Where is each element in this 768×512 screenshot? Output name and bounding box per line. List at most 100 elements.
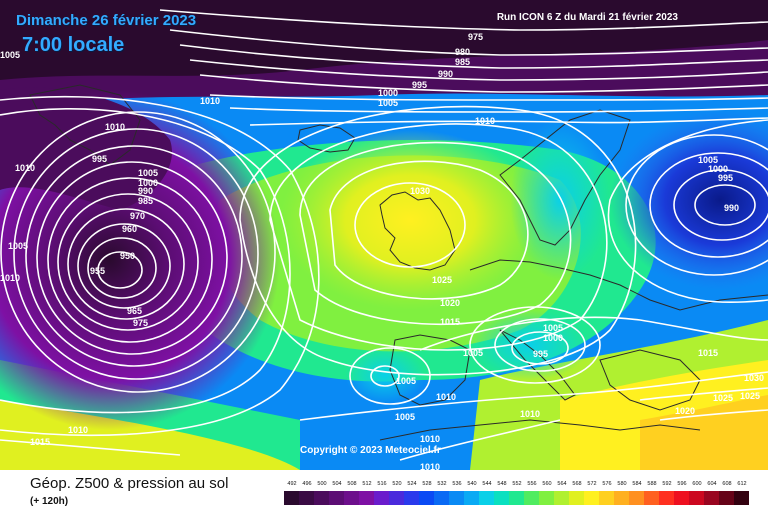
legend-tick-label: 592 xyxy=(662,481,672,487)
legend-color-swatch xyxy=(359,491,374,505)
isobar-label-1000-low: 1000 xyxy=(138,178,158,188)
field-south-east-orange xyxy=(640,395,768,470)
legend-color-swatch xyxy=(734,491,749,505)
isobar-995 xyxy=(0,111,276,393)
scandinavia-coast xyxy=(499,109,631,246)
legend-tick-label: 548 xyxy=(497,481,507,487)
isobar-label-1025-east2: 1025 xyxy=(740,391,760,401)
isobar-label-1000-east: 1000 xyxy=(708,164,728,174)
isobar-1015-southwest xyxy=(0,439,181,456)
isobar-1020-south xyxy=(639,387,768,401)
legend-color-swatch xyxy=(419,491,434,505)
legend-tick-label: 492 xyxy=(287,481,297,487)
iberia-low-area xyxy=(345,347,425,403)
legend-tick-label: 508 xyxy=(347,481,357,487)
isobar-990 xyxy=(13,128,259,380)
legend-color-swatch xyxy=(689,491,704,505)
isobar-1010-iberia xyxy=(349,347,431,405)
isobar-label-1025-east: 1025 xyxy=(713,393,733,403)
legend-color-swatch xyxy=(659,491,674,505)
legend-color-swatch xyxy=(404,491,419,505)
legend-color-swatch xyxy=(314,491,329,505)
isobar-label-955: 955 xyxy=(90,266,105,276)
isobar-995-north xyxy=(199,74,768,93)
north-europe-coast xyxy=(469,259,768,311)
isobar-label-1025: 1025 xyxy=(432,275,452,285)
isobar-label-995-north: 995 xyxy=(412,80,427,90)
isobar-995-med xyxy=(511,331,569,365)
legend-tick-label: 512 xyxy=(362,481,372,487)
isobar-1010 xyxy=(239,105,637,376)
legend-color-swatch xyxy=(434,491,449,505)
isobar-label-1010-southwest: 1010 xyxy=(68,425,88,435)
legend-tick-label: 584 xyxy=(632,481,642,487)
legend-tick-label: 520 xyxy=(392,481,402,487)
legend-tick-label: 608 xyxy=(722,481,732,487)
isobar-label-980: 980 xyxy=(455,47,470,57)
legend-color-bar xyxy=(284,491,749,505)
isobar-label-985: 985 xyxy=(455,57,470,67)
isobar-1025-south xyxy=(659,409,768,421)
isobar-1000-west xyxy=(0,108,291,414)
map-canvas: 9759809859909951000100510101010995100510… xyxy=(0,0,768,470)
legend-tick-label: 504 xyxy=(332,481,342,487)
isobar-label-995-med: 995 xyxy=(533,349,548,359)
isobar-965 xyxy=(67,208,185,320)
isobar-label-1010-west2: 1010 xyxy=(0,273,20,283)
isobar-label-1005-azores: 1005 xyxy=(463,348,483,358)
isobar-990-north xyxy=(189,59,768,81)
legend-tick-label: 528 xyxy=(422,481,432,487)
legend-tick-label: 524 xyxy=(407,481,417,487)
legend-tick-label: 544 xyxy=(482,481,492,487)
isobar-label-1005-iberia: 1005 xyxy=(396,376,416,386)
forecast-lead-time: (+ 120h) xyxy=(30,496,69,507)
legend-color-swatch xyxy=(554,491,569,505)
isobar-label-1010-greenland: 1010 xyxy=(105,122,125,132)
isobar-985 xyxy=(25,145,243,367)
isobar-label-975-top: 975 xyxy=(468,32,483,42)
isobar-label-1005-low: 1005 xyxy=(138,168,158,178)
legend-tick-labels: 492 496 500 504 508 512 516 520 524 528 532 536 540 5… xyxy=(284,481,751,490)
legend-tick-label: 588 xyxy=(647,481,657,487)
isobar-label-1015-east: 1015 xyxy=(698,348,718,358)
pressure-labels: 9759809859909951000100510101010995100510… xyxy=(0,32,764,470)
legend-tick-label: 560 xyxy=(542,481,552,487)
forecast-local-time: 7:00 locale xyxy=(22,34,125,56)
isobar-1005-iberia xyxy=(370,365,400,387)
isobar-label-990-north: 990 xyxy=(438,69,453,79)
legend-color-swatch xyxy=(539,491,554,505)
isobar-label-995-east: 995 xyxy=(718,173,733,183)
iceland-coast xyxy=(297,124,356,153)
legend-tick-label: 612 xyxy=(737,481,747,487)
scandinavia-teal xyxy=(510,120,610,280)
isobar-label-1020-east: 1020 xyxy=(675,406,695,416)
isobar-label-995-greenland: 995 xyxy=(92,154,107,164)
isobar-label-1000-north: 1000 xyxy=(378,88,398,98)
isobar-1015 xyxy=(269,123,608,351)
forecast-date-title: Dimanche 26 février 2023 xyxy=(16,12,197,29)
isobar-985-north xyxy=(179,44,768,69)
legend-color-swatch xyxy=(299,491,314,505)
isobar-label-975-low: 975 xyxy=(133,318,148,328)
legend-color-swatch xyxy=(464,491,479,505)
isobar-1010-africa xyxy=(399,419,561,461)
isobars-south xyxy=(0,306,768,461)
isobar-975 xyxy=(47,177,213,343)
isobar-label-970-low: 970 xyxy=(130,211,145,221)
legend-color-swatch xyxy=(674,491,689,505)
isobar-label-960-low: 960 xyxy=(122,224,137,234)
legend-color-swatch xyxy=(644,491,659,505)
isobar-1005-west xyxy=(0,95,320,436)
legend-color-swatch xyxy=(704,491,719,505)
isobar-label-1010-africa2: 1010 xyxy=(420,462,440,470)
isobar-label-1000-med: 1000 xyxy=(543,333,563,343)
legend-tick-label: 532 xyxy=(437,481,447,487)
legend-tick-label: 604 xyxy=(707,481,717,487)
isobar-1010-north xyxy=(249,117,768,126)
legend-tick-label: 576 xyxy=(602,481,612,487)
legend-tick-label: 564 xyxy=(557,481,567,487)
copyright-notice: Copyright © 2023 Meteociel.fr xyxy=(300,445,441,456)
isobar-970 xyxy=(57,193,199,331)
legend-tick-label: 536 xyxy=(452,481,462,487)
isobar-label-1005-east: 1005 xyxy=(698,155,718,165)
